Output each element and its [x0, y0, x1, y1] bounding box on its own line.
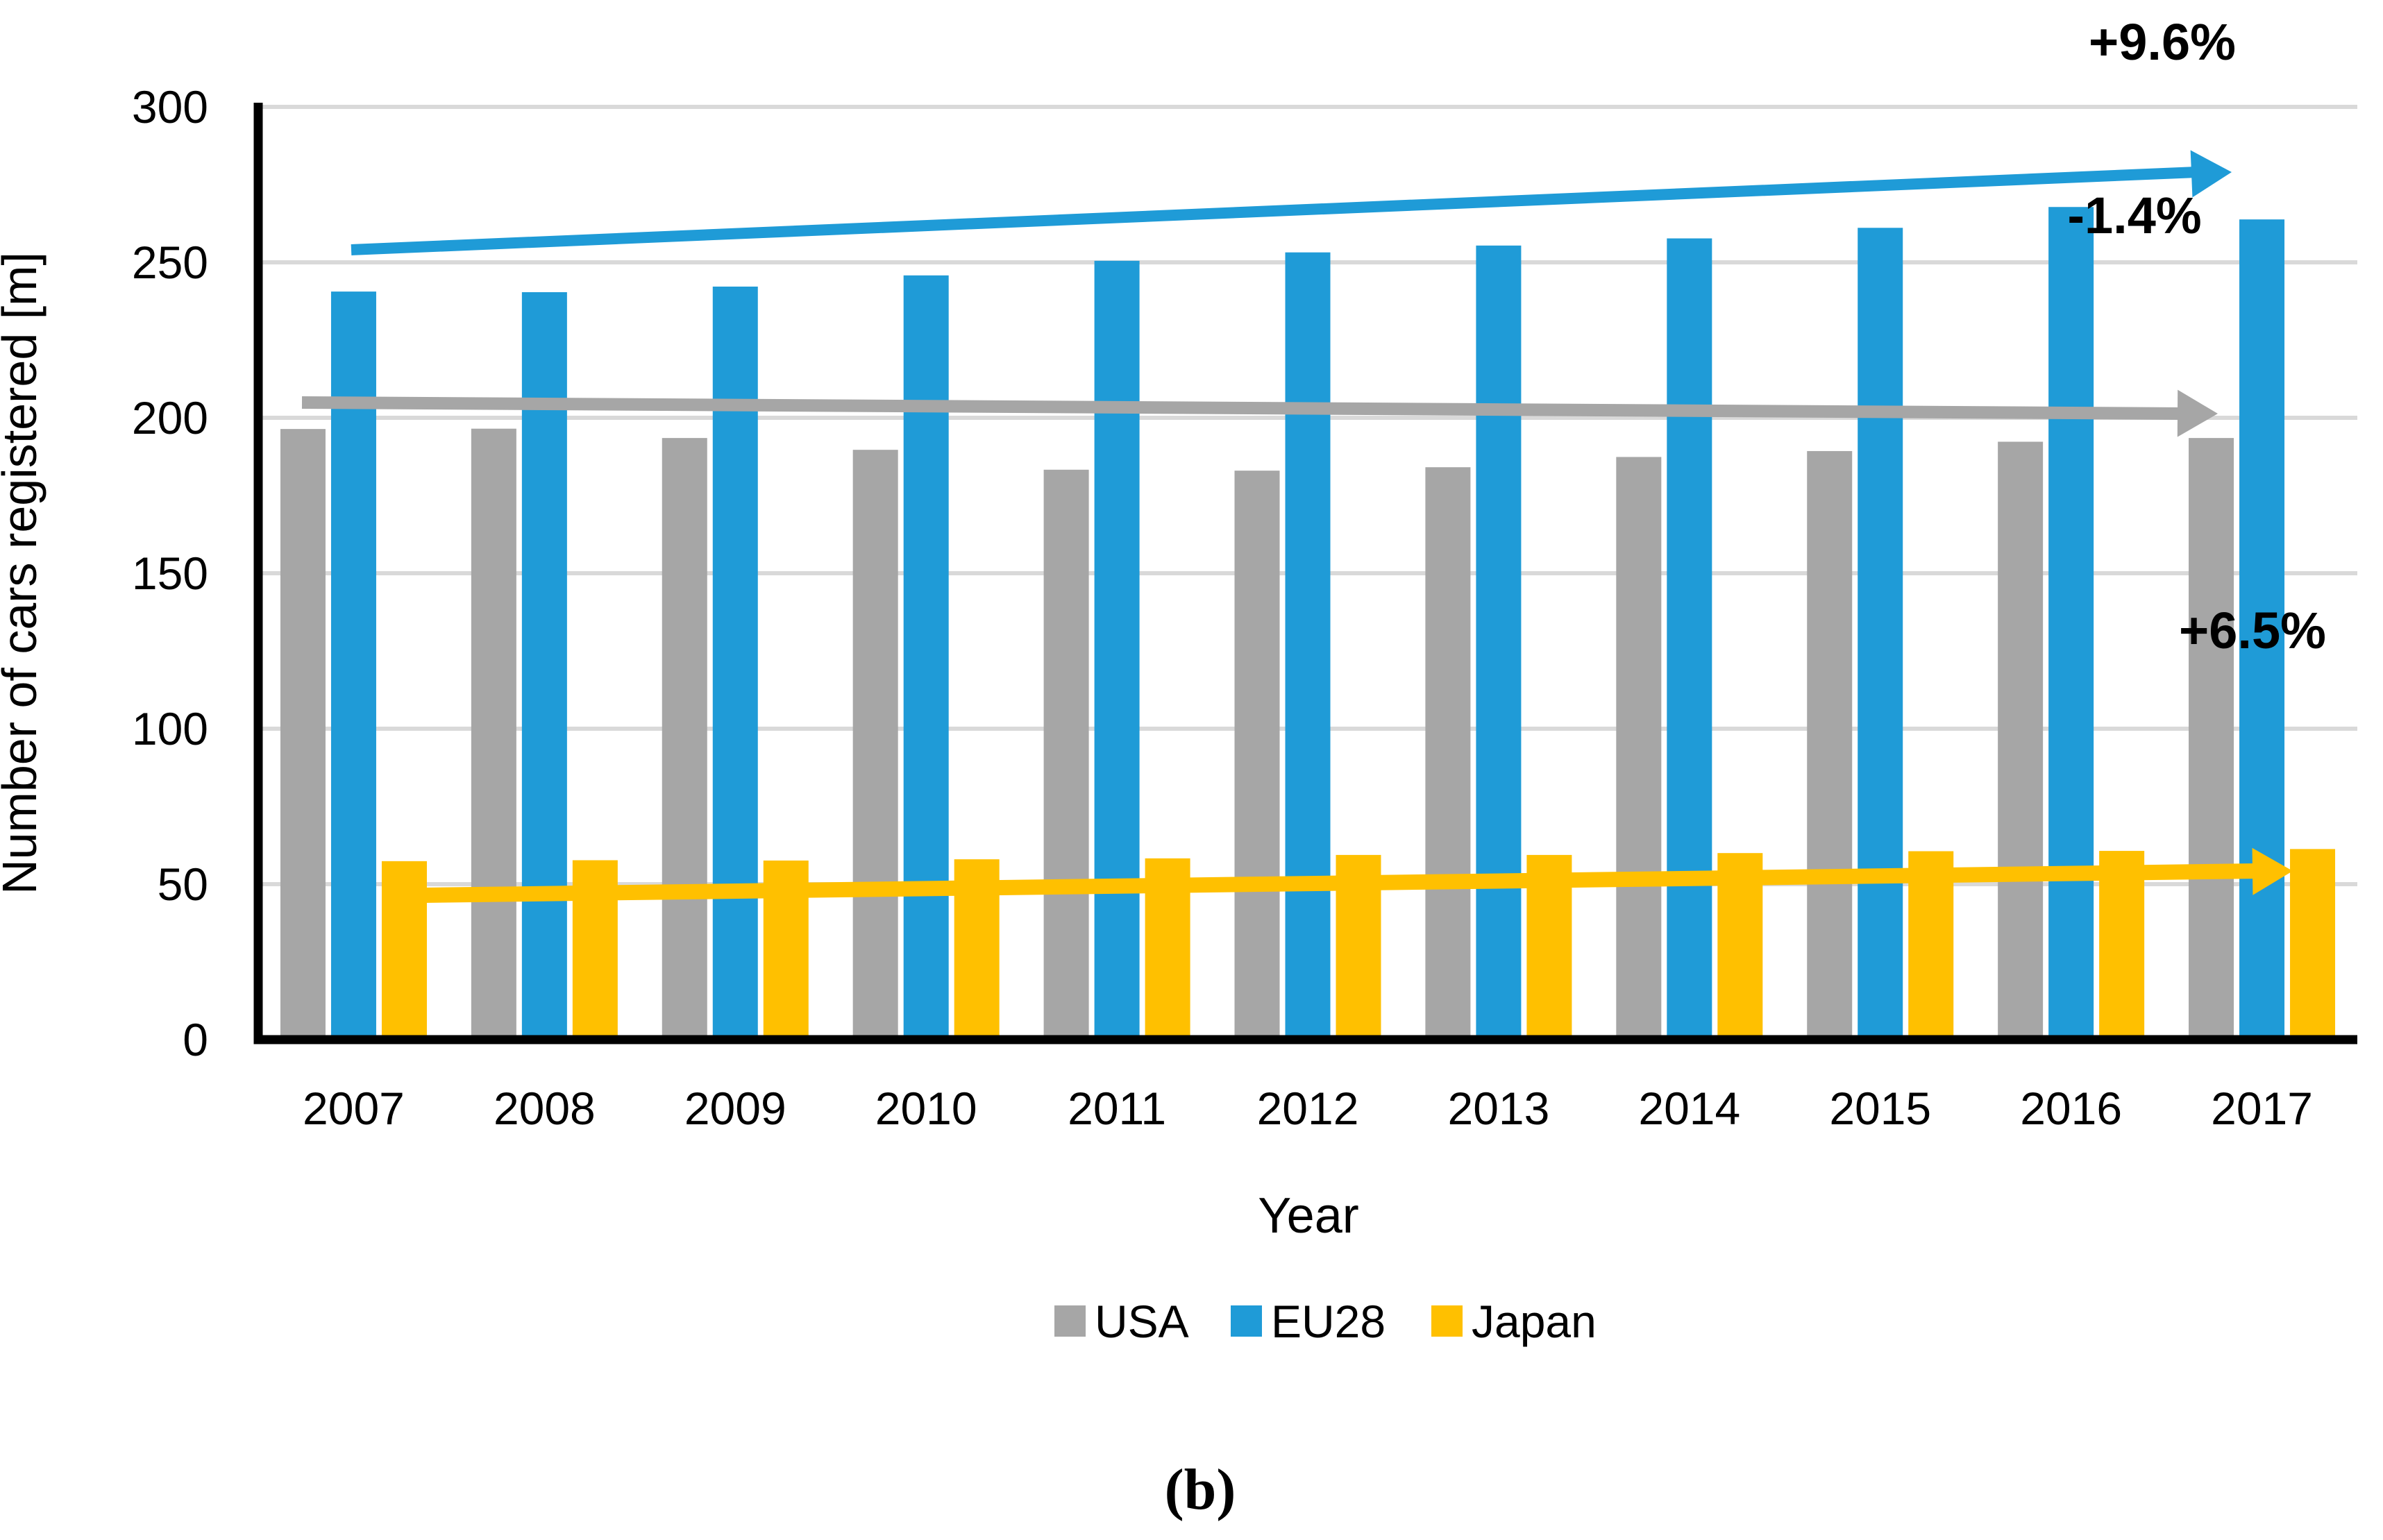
trend-arrows [301, 150, 2293, 903]
bar-eu28-2016 [2048, 207, 2094, 1040]
x-tick-labels: 2007 2008 2009 2010 2011 2012 2013 2014 2015 2016… [303, 1083, 2313, 1134]
figure-caption: (b) [1165, 1457, 1236, 1522]
axes [253, 103, 2357, 1044]
bar-japan-2007 [381, 861, 427, 1040]
y-tick-50: 50 [158, 858, 208, 910]
y-tick-150: 150 [132, 548, 208, 599]
bar-usa-2011 [1043, 469, 1089, 1040]
bar-usa-2016 [1998, 441, 2044, 1040]
x-tick-2014: 2014 [1638, 1083, 1740, 1134]
legend-label-usa: USA [1095, 1296, 1189, 1347]
bar-japan-2016 [2099, 851, 2145, 1040]
bar-usa-2017 [2189, 438, 2234, 1040]
trend-annotations: +9.6% -1.4% +6.5% [2067, 13, 2326, 659]
legend: USA EU28 Japan [1054, 1296, 1597, 1347]
x-tick-2008: 2008 [494, 1083, 596, 1134]
x-tick-2012: 2012 [1257, 1083, 1359, 1134]
trend-arrow-line-usa [301, 396, 2184, 420]
x-tick-2010: 2010 [875, 1083, 977, 1134]
legend-swatch-usa [1054, 1305, 1086, 1337]
bar-eu28-2008 [521, 292, 567, 1040]
bar-japan-2017 [2290, 849, 2336, 1040]
bar-eu28-2014 [1667, 238, 1712, 1040]
bar-eu28-2012 [1285, 252, 1331, 1040]
trend-arrow-line-eu28 [351, 167, 2198, 255]
bar-usa-2014 [1616, 457, 1662, 1040]
bar-usa-2010 [852, 450, 898, 1040]
bar-groups [280, 207, 2336, 1040]
trend-arrow-line-japan [422, 863, 2259, 903]
legend-swatch-japan [1431, 1305, 1463, 1337]
y-tick-200: 200 [132, 392, 208, 443]
x-tick-2009: 2009 [684, 1083, 786, 1134]
bar-usa-2015 [1807, 450, 1853, 1040]
bar-eu28-2007 [330, 291, 376, 1040]
y-tick-labels: 0 50 100 150 200 250 300 [132, 81, 208, 1065]
annotation-japan: +6.5% [2179, 602, 2326, 659]
bar-usa-2013 [1425, 467, 1471, 1040]
bar-eu28-2015 [1858, 228, 1903, 1040]
trend-arrow-head-eu28 [2190, 150, 2232, 198]
bar-usa-2008 [471, 428, 516, 1040]
bar-usa-2012 [1234, 471, 1280, 1040]
bar-eu28-2010 [903, 275, 949, 1040]
x-tick-2016: 2016 [2020, 1083, 2122, 1134]
annotation-usa: -1.4% [2067, 187, 2201, 244]
trend-arrow-head-usa [2177, 389, 2218, 437]
x-tick-2017: 2017 [2211, 1083, 2313, 1134]
trend-arrow-head-japan [2252, 847, 2293, 895]
y-tick-250: 250 [132, 237, 208, 288]
annotation-eu28: +9.6% [2089, 13, 2236, 71]
bar-eu28-2009 [712, 286, 758, 1040]
x-tick-2011: 2011 [1068, 1083, 1166, 1134]
x-tick-2007: 2007 [303, 1083, 405, 1134]
bar-eu28-2013 [1476, 245, 1522, 1040]
bar-usa-2007 [280, 429, 326, 1040]
y-tick-0: 0 [183, 1014, 208, 1065]
x-axis-title: Year [1258, 1188, 1358, 1244]
bar-eu28-2017 [2239, 219, 2285, 1040]
legend-swatch-eu28 [1231, 1305, 1262, 1337]
y-tick-300: 300 [132, 81, 208, 133]
y-axis-title: Number of cars registered [m] [0, 252, 47, 895]
legend-label-japan: Japan [1472, 1296, 1597, 1347]
y-tick-100: 100 [132, 703, 208, 754]
legend-label-eu28: EU28 [1271, 1296, 1386, 1347]
bar-eu28-2011 [1094, 260, 1140, 1040]
bar-usa-2009 [662, 438, 707, 1040]
x-tick-2013: 2013 [1447, 1083, 1549, 1134]
x-tick-2015: 2015 [1829, 1083, 1931, 1134]
